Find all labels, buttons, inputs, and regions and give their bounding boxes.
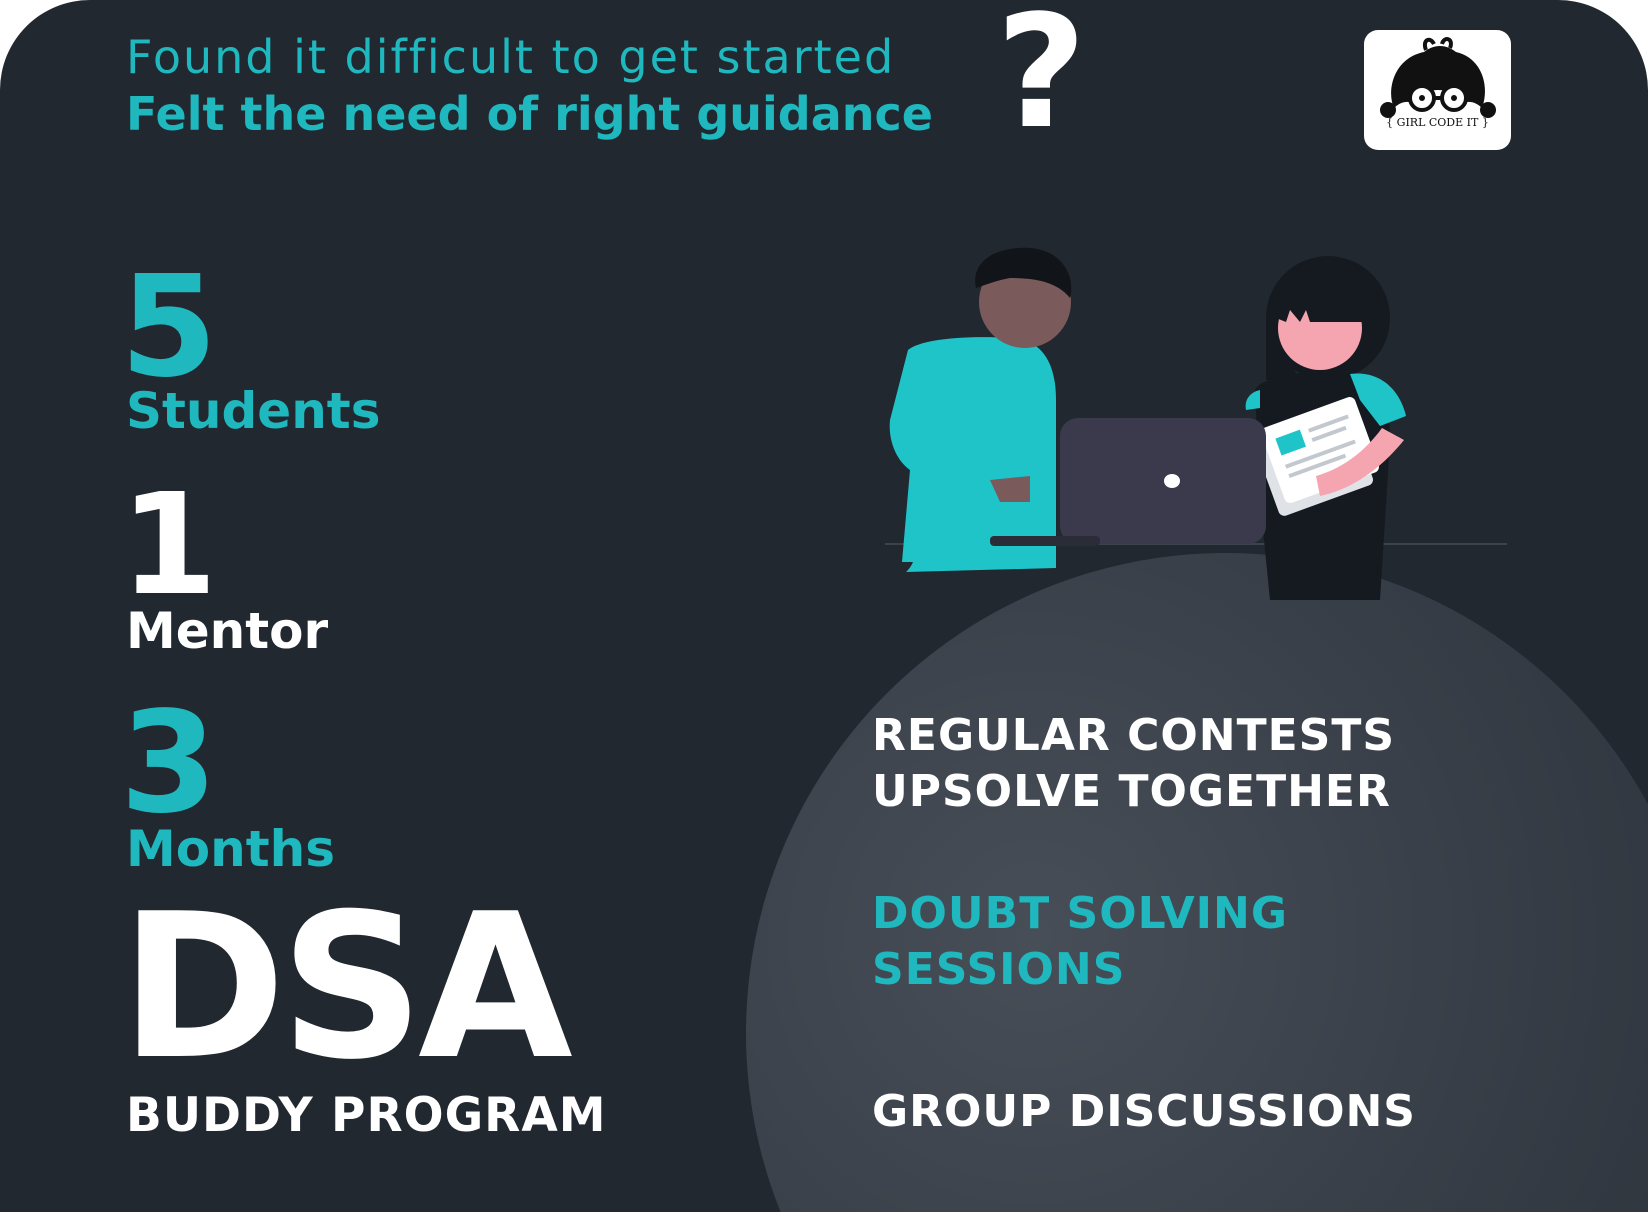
stat-number-months: 3 [120,682,218,845]
laptop [1060,418,1266,544]
feature-sessions: SESSIONS [872,944,1126,995]
question-mark: ? [996,0,1087,163]
program-subtitle: BUDDY PROGRAM [126,1088,607,1143]
stat-label-students: Students [126,382,381,440]
header-line-2: Felt the need of right guidance [126,87,933,141]
stat-number-mentor: 1 [120,464,218,627]
man-hair [975,247,1072,298]
laptop-logo-icon [1164,474,1180,488]
girl-code-it-logo: { GIRL CODE IT } [1364,30,1511,150]
papers-icon [1255,397,1379,516]
girl-with-glasses-logo-icon [1380,37,1496,118]
feature-regular-contests: REGULAR CONTESTS [872,710,1396,761]
stat-label-months: Months [126,820,335,878]
program-title: DSA [120,871,573,1104]
feature-group-discussions: GROUP DISCUSSIONS [872,1086,1416,1137]
logo-text: { GIRL CODE IT } [1386,116,1489,129]
stat-number-students: 5 [120,246,218,409]
feature-doubt-solving: DOUBT SOLVING [872,888,1288,939]
feature-upsolve-together: UPSOLVE TOGETHER [872,766,1391,817]
two-people-with-laptop-illustration [889,247,1406,600]
stat-label-mentor: Mentor [126,602,329,660]
header-line-1: Found it difficult to get started [126,30,896,84]
